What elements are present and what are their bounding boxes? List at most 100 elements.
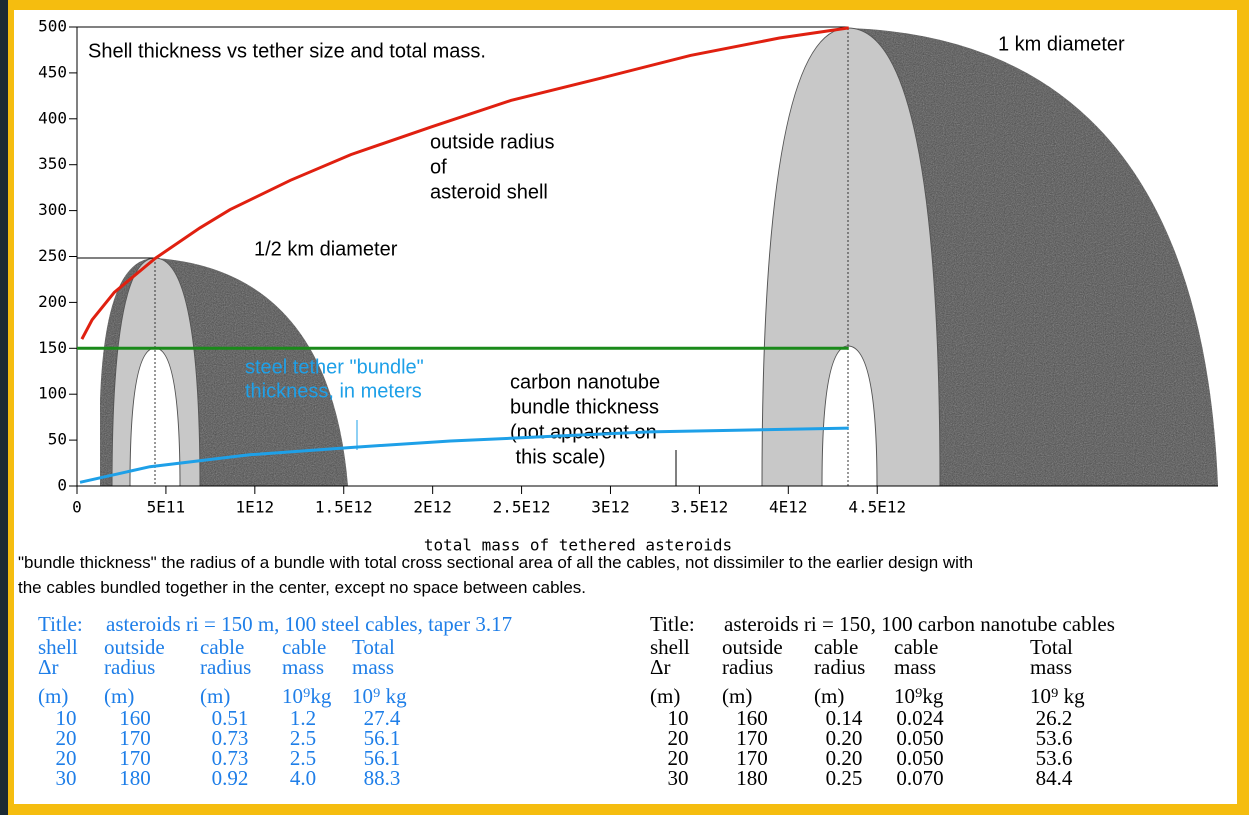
table-cell: 0.20 (825, 726, 863, 750)
y-tick-label: 400 (38, 108, 67, 127)
table-cell: cable (200, 635, 245, 659)
table-cell: 27.4 (363, 706, 401, 730)
table-cell: Δr (650, 655, 671, 679)
y-tick-label: 500 (38, 17, 67, 36)
table-cell: radius (814, 655, 866, 679)
shell-core (821, 345, 878, 487)
x-tick-label: 1.5E12 (315, 498, 373, 517)
table-cell: (m) (650, 684, 681, 708)
table-cell: 20 (55, 726, 77, 750)
x-tick-label: 0 (72, 498, 82, 517)
annotation: asteroid shell (430, 181, 548, 203)
table-cell: 10 (667, 706, 689, 730)
table-cell: 160 (736, 706, 768, 730)
y-tick-label: 150 (38, 338, 67, 357)
table-cell: 20 (55, 746, 77, 770)
y-tick-label: 0 (57, 476, 67, 495)
table-cell: (m) (104, 684, 135, 708)
table-cell: Δr (38, 655, 59, 679)
table-cell: 10⁹ kg (1030, 684, 1085, 708)
table-cell: cable (814, 635, 859, 659)
table-cell: 30 (667, 766, 689, 790)
table-cell: shell (38, 635, 78, 659)
table-cell: 84.4 (1035, 766, 1073, 790)
table-cell: (m) (38, 684, 69, 708)
annotation: of (430, 156, 447, 178)
x-tick-label: 1E12 (236, 498, 275, 517)
chart: 0 50 100 150 200 250 300 350 400 450 500 0 5E11 1E12 1… (38, 17, 1218, 555)
table-cell: 170 (736, 726, 768, 750)
background-edge (0, 0, 8, 815)
table-cell: shell (650, 635, 690, 659)
table-cell: 0.51 (211, 706, 249, 730)
table-cell: 170 (119, 726, 151, 750)
y-tick-label: 250 (38, 246, 67, 265)
x-tick-label: 3.5E12 (670, 498, 728, 517)
table-cell: (m) (814, 684, 845, 708)
table-cell: radius (722, 655, 774, 679)
table-cell: Title: (38, 612, 83, 636)
table-cell: 2.5 (289, 746, 317, 770)
annotation: bundle thickness (510, 396, 659, 418)
table-cell: 10⁹ kg (352, 684, 407, 708)
table-cell: 30 (55, 766, 77, 790)
table-cell: 0.050 (896, 746, 944, 770)
table-cell: 20 (667, 726, 689, 750)
annotation: thickness, in meters (245, 380, 422, 402)
table-cell: 88.3 (363, 766, 401, 790)
table-cell: (m) (722, 684, 753, 708)
data-line (79, 426, 849, 484)
y-tick-label: 350 (38, 154, 67, 173)
table-cell: 56.1 (363, 746, 401, 770)
table-cell: 1.2 (289, 706, 317, 730)
caption: "bundle thickness" the radius of a bundl… (18, 553, 974, 572)
table-cell: 160 (119, 706, 151, 730)
x-axis-label: total mass of tethered asteroids (424, 536, 732, 555)
table-cell: 10⁹kg (894, 684, 944, 708)
table-cell: 0.024 (896, 706, 944, 730)
annotation: 1/2 km diameter (254, 238, 398, 260)
table-cell: cable (894, 635, 939, 659)
caption: the cables bundled together in the cente… (18, 578, 587, 597)
annotation: this scale) (510, 446, 606, 468)
annotation: carbon nanotube (510, 371, 660, 393)
table-cell: 0.73 (211, 746, 249, 770)
y-tick-label: 300 (38, 200, 67, 219)
table-cell: 0.92 (211, 766, 249, 790)
panel: 0 50 100 150 200 250 300 350 400 450 500 0 5E11 1E12 1… (14, 10, 1237, 804)
table-cell: 170 (736, 746, 768, 770)
table-cell: 180 (119, 766, 151, 790)
table-cell: 56.1 (363, 726, 401, 750)
table-cell: (m) (200, 684, 231, 708)
table-cell: outside (104, 635, 165, 659)
table-cell: mass (1030, 655, 1072, 679)
table-cell: outside (722, 635, 783, 659)
table-cell: 180 (736, 766, 768, 790)
table-cell: Total (352, 635, 395, 659)
annotation: outside radius (430, 131, 555, 153)
table-cell: radius (200, 655, 252, 679)
table-cell: 170 (119, 746, 151, 770)
table-cell: mass (352, 655, 394, 679)
table-cell: mass (894, 655, 936, 679)
annotation: steel tether "bundle" (245, 356, 424, 378)
table-cell: asteroids ri = 150 m, 100 steel cables, … (106, 612, 513, 636)
table-cell: 10⁹kg (282, 684, 332, 708)
table-cell: 0.070 (896, 766, 944, 790)
table-cell: 0.20 (825, 746, 863, 770)
y-tick-label: 100 (38, 384, 67, 403)
table-cell: 26.2 (1035, 706, 1073, 730)
table-cell: Title: (650, 612, 695, 636)
table-cell: mass (282, 655, 324, 679)
table-cell: 0.050 (896, 726, 944, 750)
table-cell: Total (1030, 635, 1073, 659)
data-line (80, 26, 849, 340)
table-cell: 53.6 (1035, 746, 1073, 770)
chart-title: Shell thickness vs tether size and total… (88, 40, 486, 62)
y-tick-label: 200 (38, 292, 67, 311)
table-cell: 0.25 (825, 766, 863, 790)
table-cell: 4.0 (289, 766, 317, 790)
annotation: 1 km diameter (998, 33, 1125, 55)
y-tick-label: 50 (48, 430, 67, 449)
